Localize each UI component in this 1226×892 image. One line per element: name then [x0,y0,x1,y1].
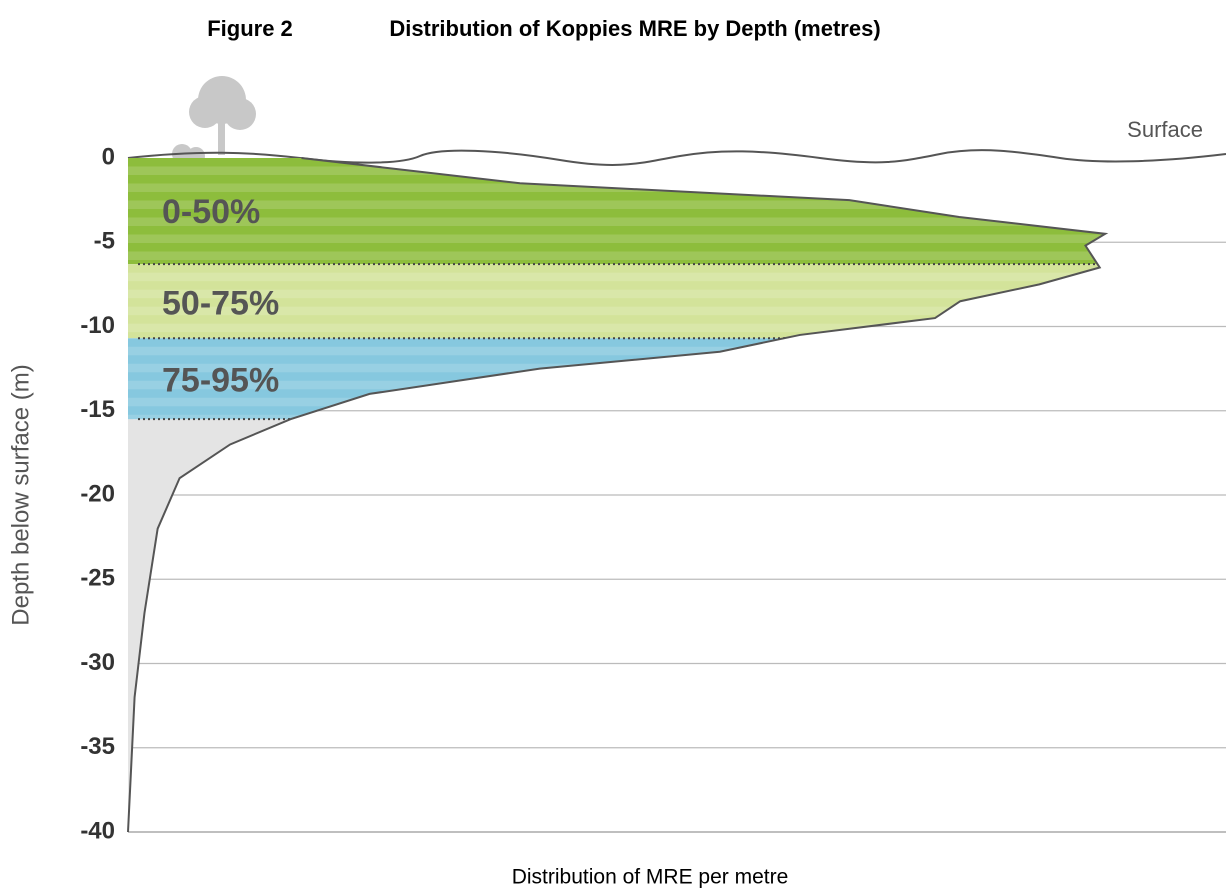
profile-line [127,157,1109,833]
zone-stripe [128,200,1106,209]
zone-stripe [128,251,1106,260]
zone-stripe [128,166,1106,175]
figure-label: Figure 2 [207,16,293,41]
zone-stripe [128,323,1106,333]
y-axis-label: Depth below surface (m) [7,364,34,625]
surface-label: Surface [1127,117,1203,142]
chart-title: Distribution of Koppies MRE by Depth (me… [389,16,880,41]
zone-stripe [128,397,1106,407]
x-axis-label: Distribution of MRE per metre [512,866,789,889]
zone-stripe [128,217,1106,226]
y-tick-label: -15 [80,396,115,423]
zone-stripe [128,289,1106,299]
tail-fill [128,419,1106,832]
y-tick-label: -10 [80,312,115,339]
y-tick-label: -30 [80,649,115,676]
y-tick-label: -35 [80,733,115,760]
y-tick-label: -25 [80,565,115,592]
y-tick-label: -40 [80,817,115,844]
y-tick-label: -20 [80,480,115,507]
zone-label: 0-50% [162,193,260,231]
zone-stripe [128,234,1106,243]
zone-stripe [128,306,1106,316]
zone-stripe [128,363,1106,373]
zone-stripe [128,346,1106,356]
zone-label: 75-95% [162,362,279,400]
zone-stripe [128,272,1106,282]
tree [172,76,256,165]
zone-label: 50-75% [162,285,279,323]
zone-stripe [128,380,1106,390]
y-tick-label: 0 [102,143,115,170]
y-tick-label: -5 [94,228,115,255]
